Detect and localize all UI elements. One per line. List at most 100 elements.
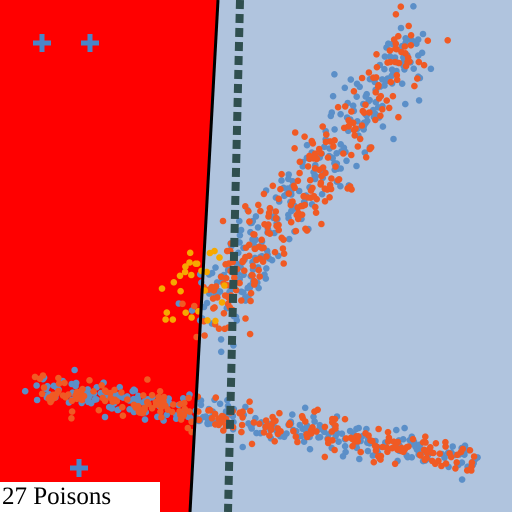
orange-point <box>78 391 86 399</box>
blue-point <box>217 336 225 343</box>
orange-point <box>302 418 309 425</box>
orange-point <box>271 438 279 445</box>
orange-point <box>274 425 282 432</box>
orange-point <box>141 406 148 414</box>
orange-point <box>242 315 249 322</box>
orange-point <box>219 418 226 426</box>
orange-point <box>350 119 357 127</box>
blue-point <box>72 379 80 387</box>
blue-point <box>390 135 397 143</box>
orange-point <box>225 260 233 267</box>
orange-point <box>341 103 349 110</box>
orange-point <box>278 170 285 178</box>
blue-point <box>410 65 418 72</box>
blue-point <box>105 403 113 411</box>
orange-point <box>323 131 330 138</box>
orange-point <box>466 447 474 454</box>
orange-point <box>442 460 450 467</box>
orange-point <box>349 442 356 450</box>
blue-point <box>327 112 335 120</box>
blue-point <box>356 455 363 463</box>
blue-point <box>353 162 360 170</box>
blue-point <box>297 432 305 440</box>
orange-point <box>238 428 245 436</box>
orange-point <box>170 401 177 408</box>
orange-point <box>259 258 267 266</box>
blue-point <box>402 100 409 108</box>
orange-point <box>301 201 309 209</box>
orange-point <box>409 435 417 443</box>
poison-point <box>188 271 195 279</box>
class-orange-points <box>31 3 478 474</box>
orange-point <box>275 195 283 203</box>
blue-point <box>311 418 318 425</box>
blue-point <box>458 476 466 483</box>
orange-point <box>384 428 392 436</box>
orange-point <box>468 463 475 471</box>
orange-point <box>334 176 342 184</box>
orange-point <box>332 163 339 170</box>
orange-point <box>319 164 327 171</box>
orange-point <box>453 459 461 466</box>
poison-point <box>158 285 166 292</box>
orange-point <box>296 169 303 177</box>
orange-point <box>210 287 218 294</box>
orange-point <box>47 398 54 406</box>
orange-point <box>359 107 367 115</box>
orange-point <box>312 203 319 211</box>
orange-point <box>341 415 349 423</box>
orange-point <box>354 143 362 150</box>
blue-point <box>349 102 357 109</box>
orange-point <box>294 438 301 446</box>
orange-point <box>246 218 253 225</box>
blue-point <box>216 288 224 295</box>
orange-point <box>348 108 355 115</box>
orange-point <box>267 426 275 434</box>
blue-point <box>244 284 251 292</box>
orange-point <box>255 266 262 274</box>
poison-point <box>176 272 184 280</box>
orange-point <box>324 154 332 161</box>
orange-point <box>424 37 432 44</box>
blue-point <box>33 396 41 404</box>
orange-point <box>377 112 384 120</box>
poison-point <box>216 254 223 261</box>
poison-point <box>186 249 194 257</box>
poisoned-region <box>0 0 218 512</box>
orange-point <box>185 394 192 402</box>
orange-point <box>309 424 316 431</box>
cross-marker <box>33 34 51 52</box>
orange-point <box>238 297 245 304</box>
orange-point <box>395 113 402 121</box>
orange-point <box>59 392 67 399</box>
orange-point <box>205 407 212 414</box>
orange-point <box>446 450 453 457</box>
orange-point <box>275 221 282 229</box>
orange-point <box>373 63 381 71</box>
orange-point <box>140 392 147 399</box>
blue-point <box>356 83 364 91</box>
orange-point <box>266 432 273 439</box>
orange-point <box>470 453 478 460</box>
orange-point <box>420 61 428 69</box>
orange-point <box>307 187 315 194</box>
blue-point <box>397 24 405 32</box>
orange-point <box>268 421 275 429</box>
orange-point <box>119 403 126 411</box>
blue-point <box>217 348 225 356</box>
orange-point <box>370 458 378 466</box>
blue-point <box>341 84 349 92</box>
blue-point <box>415 97 423 104</box>
blue-point <box>101 413 109 421</box>
blue-point <box>163 411 171 419</box>
blue-point <box>408 454 416 461</box>
orange-point <box>367 144 375 151</box>
blue-point <box>347 76 355 83</box>
blue-point <box>212 264 219 271</box>
orange-point <box>358 122 366 129</box>
orange-point <box>301 133 308 140</box>
orange-point <box>258 236 266 244</box>
blue-point <box>300 438 308 446</box>
orange-point <box>275 226 283 234</box>
